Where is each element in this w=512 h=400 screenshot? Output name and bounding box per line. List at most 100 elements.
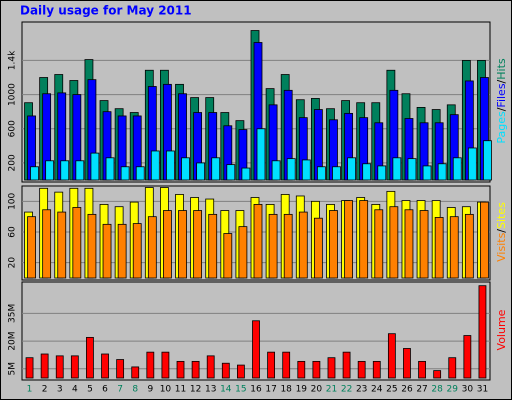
- bar: [55, 355, 64, 379]
- bar: [434, 217, 444, 279]
- bar: [449, 216, 459, 279]
- x-tick-label: 29: [447, 385, 459, 395]
- bar: [327, 357, 336, 379]
- legend: Visits/Sites: [495, 202, 508, 262]
- legend-separator: /: [495, 229, 508, 233]
- x-tick-label: 15: [235, 385, 246, 395]
- legend-entry: Volume: [495, 309, 508, 350]
- bar: [116, 359, 125, 379]
- bar: [418, 360, 426, 379]
- bar: [72, 207, 82, 279]
- bar: [163, 210, 172, 279]
- y-tick-label: 1.4k: [8, 50, 18, 70]
- bar: [372, 360, 381, 379]
- x-tick-label: 5: [87, 385, 93, 395]
- y-tick-label: 60: [8, 226, 18, 238]
- x-tick-label: 8: [132, 385, 138, 395]
- x-tick-label: 1: [27, 385, 33, 395]
- bar: [241, 167, 251, 181]
- x-tick-label: 25: [386, 385, 397, 395]
- bar: [253, 203, 263, 279]
- x-tick-label: 13: [205, 385, 216, 395]
- bar: [407, 158, 417, 181]
- bar: [86, 336, 94, 379]
- bar: [271, 160, 281, 181]
- x-tick-label: 26: [401, 385, 413, 395]
- bar: [45, 160, 55, 181]
- bar: [101, 353, 109, 379]
- x-tick-label: 22: [341, 385, 352, 395]
- y-tick-label: 20M: [8, 331, 18, 350]
- bar: [344, 200, 353, 279]
- x-tick-label: 31: [477, 385, 488, 395]
- bar: [42, 209, 52, 279]
- bar: [448, 357, 457, 379]
- bar: [252, 320, 260, 379]
- bar: [452, 157, 462, 181]
- legend: Pages/Files/Hits: [495, 58, 508, 144]
- bar: [256, 128, 266, 181]
- x-tick-label: 3: [57, 385, 63, 395]
- bar: [161, 351, 170, 379]
- bar: [181, 157, 190, 181]
- bar: [132, 223, 142, 279]
- y-tick-label: 100: [8, 192, 18, 209]
- bar: [105, 157, 115, 181]
- bar: [404, 209, 414, 279]
- x-tick-label: 16: [250, 385, 262, 395]
- y-tick-label: 200: [8, 154, 18, 171]
- bar: [191, 360, 200, 379]
- bar: [478, 285, 487, 379]
- bar: [75, 160, 85, 181]
- bar: [237, 364, 245, 379]
- x-tick-label: 9: [147, 385, 153, 395]
- bar: [102, 223, 112, 279]
- bar: [147, 216, 157, 279]
- bar: [206, 355, 215, 379]
- legend-entry: Hits: [495, 58, 508, 80]
- legend-separator: /: [495, 107, 508, 111]
- x-tick-label: 4: [72, 385, 78, 395]
- y-tick-label: 5M: [8, 362, 18, 376]
- x-tick-label: 30: [462, 385, 474, 395]
- bar: [267, 351, 275, 379]
- bar: [57, 211, 67, 279]
- x-tick-label: 24: [371, 385, 383, 395]
- bar: [221, 362, 230, 379]
- bar: [117, 223, 127, 279]
- bar: [208, 213, 218, 279]
- bar: [87, 213, 97, 279]
- bar: [313, 217, 323, 279]
- bar: [166, 150, 175, 181]
- bar: [196, 162, 206, 181]
- legend-entry: Pages: [495, 111, 508, 144]
- x-tick-label: 23: [356, 385, 367, 395]
- legend: Volume: [495, 309, 508, 350]
- x-tick-label: 27: [416, 385, 427, 395]
- bar: [359, 200, 369, 279]
- bar: [347, 157, 356, 181]
- bar: [298, 211, 308, 279]
- bar: [268, 213, 278, 279]
- bar: [392, 157, 402, 181]
- legend-separator: /: [495, 79, 508, 83]
- bar: [316, 166, 326, 181]
- bar: [357, 360, 366, 379]
- bar: [135, 166, 145, 181]
- bar: [419, 210, 429, 279]
- bar: [40, 353, 49, 379]
- x-tick-label: 28: [431, 385, 443, 395]
- x-tick-label: 17: [265, 385, 276, 395]
- bar: [131, 366, 140, 379]
- bar: [27, 216, 36, 279]
- bar: [483, 140, 492, 181]
- bar: [342, 351, 351, 379]
- bar: [464, 213, 474, 279]
- bar: [120, 166, 130, 181]
- bar: [238, 226, 248, 279]
- x-tick-label: 6: [102, 385, 108, 395]
- bar: [362, 163, 372, 181]
- x-tick-label: 2: [42, 385, 48, 395]
- bar: [223, 233, 233, 279]
